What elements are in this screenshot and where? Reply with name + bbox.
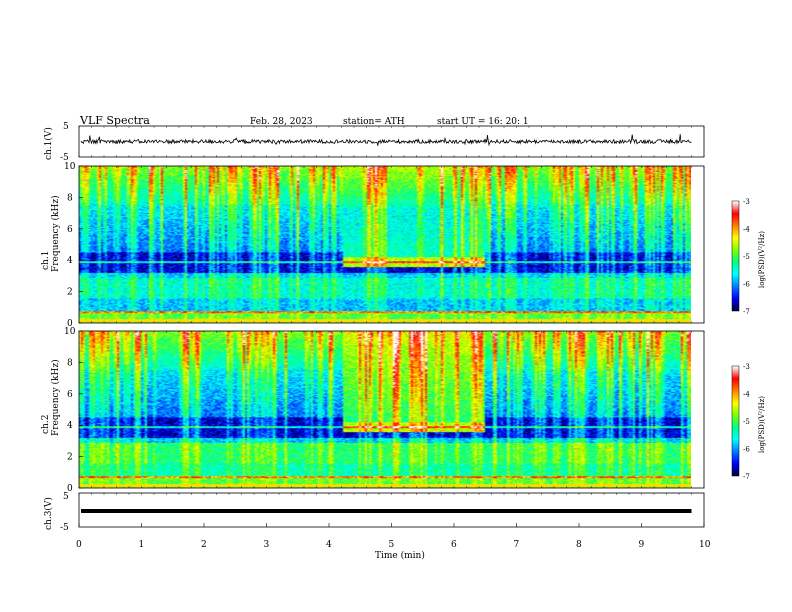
colorbar-tick-label: -5 xyxy=(743,418,750,426)
ch2-yticks: 0 2 4 6 8 10 xyxy=(64,327,83,494)
time-tick-label: 4 xyxy=(326,540,332,550)
time-axis-label: Time (min) xyxy=(375,550,425,561)
ch2-channel-label: ch.2 xyxy=(41,415,51,434)
ch2-colorbar-ticks: -3 -4 -5 -6 -7 xyxy=(743,363,750,481)
date-label: Feb. 28, 2023 xyxy=(250,117,313,127)
ch3-ytick-top: 5 xyxy=(63,492,69,502)
frequency-tick-label: 4 xyxy=(67,256,73,266)
ch1-channel-label: ch.1 xyxy=(41,251,51,270)
ch1-colorbar-frame xyxy=(731,200,740,312)
frequency-tick-label: 2 xyxy=(67,288,73,298)
ch1-yticks: 0 2 4 6 8 10 xyxy=(64,162,83,329)
colorbar-tick-label: -6 xyxy=(743,281,750,289)
frequency-tick-label: 0 xyxy=(67,319,73,329)
ch1-waveform-line xyxy=(80,134,692,147)
frequency-tick-label: 10 xyxy=(64,327,76,337)
ch1-ylabel: ch.1(V) xyxy=(43,127,54,160)
ch2-colorbar xyxy=(732,366,739,476)
ch1-waveform-panel: 5 -5 ch.1(V) xyxy=(43,122,705,163)
ch1-ytick-top: 5 xyxy=(63,122,69,132)
frequency-tick-label: 0 xyxy=(67,484,73,494)
time-tick-label: 10 xyxy=(699,540,711,550)
frequency-tick-label: 10 xyxy=(64,162,76,172)
ch1-colorbar-ticks: -3 -4 -5 -6 -7 xyxy=(743,198,750,316)
colorbar-tick-label: -6 xyxy=(743,446,750,454)
ch2-spectrogram-image xyxy=(79,331,691,488)
ch3-ytick-bottom: -5 xyxy=(60,523,69,533)
time-tick-label: 8 xyxy=(576,540,582,550)
colorbar-tick-label: -5 xyxy=(743,253,750,261)
frequency-tick-label: 8 xyxy=(67,358,73,368)
colorbar-tick-label: -3 xyxy=(743,363,750,371)
frequency-tick-label: 8 xyxy=(67,193,73,203)
frequency-tick-label: 6 xyxy=(67,390,73,400)
ch1-ytick-bottom: -5 xyxy=(60,153,69,163)
time-tick-label: 5 xyxy=(389,540,395,550)
ch2-colorbar-frame xyxy=(731,365,740,477)
ch3-waveform-panel: 5 -5 ch.3(V) 0 1 2 3 4 5 6 7 8 9 10 Time (min) xyxy=(43,126,711,561)
frequency-tick-label: 6 xyxy=(67,225,73,235)
colorbar-tick-label: -3 xyxy=(743,198,750,206)
colorbar-tick-label: -4 xyxy=(743,226,750,234)
start-ut-label: start UT = 16: 20: 1 xyxy=(437,117,529,127)
colorbar-tick-label: -7 xyxy=(743,308,750,316)
ch1-spectrogram-image xyxy=(79,166,691,323)
time-axis-ticks: 0 1 2 3 4 5 6 7 8 9 10 xyxy=(76,126,711,550)
ch1-freq-label: Frequency (kHz) xyxy=(50,195,61,272)
ch1-colorbar-label: log(PSD)(V²/Hz) xyxy=(758,231,766,288)
time-tick-label: 2 xyxy=(201,540,207,550)
time-tick-label: 7 xyxy=(514,540,520,550)
time-tick-label: 1 xyxy=(139,540,145,550)
time-tick-label: 9 xyxy=(639,540,645,550)
colorbar-tick-label: -4 xyxy=(743,391,750,399)
frequency-tick-label: 2 xyxy=(67,453,73,463)
ch2-colorbar-label: log(PSD)(V²/Hz) xyxy=(758,396,766,453)
time-tick-label: 6 xyxy=(451,540,457,550)
time-tick-label: 0 xyxy=(76,540,82,550)
station-label: station= ATH xyxy=(343,117,405,127)
frequency-tick-label: 4 xyxy=(67,421,73,431)
time-tick-label: 3 xyxy=(264,540,270,550)
chart-title: VLF Spectra xyxy=(79,114,150,127)
ch2-freq-label: Frequency (kHz) xyxy=(50,359,61,436)
colorbar-tick-label: -7 xyxy=(743,473,750,481)
ch1-colorbar xyxy=(732,201,739,311)
ch3-ylabel: ch.3(V) xyxy=(43,497,54,530)
